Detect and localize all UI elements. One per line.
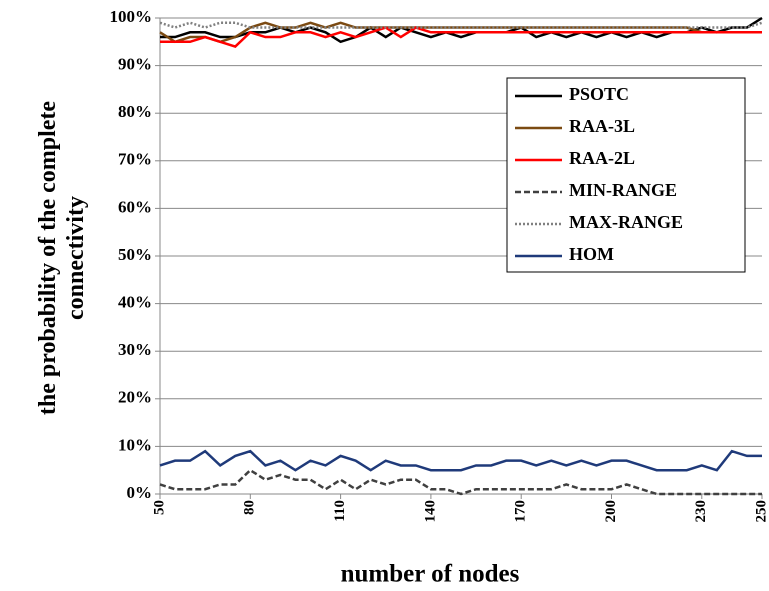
- y-tick-label: 40%: [118, 293, 152, 312]
- y-tick-label: 70%: [118, 150, 152, 169]
- legend-label: RAA-2L: [569, 148, 635, 168]
- x-tick-label: 230: [693, 500, 709, 523]
- y-tick-label: 30%: [118, 340, 152, 359]
- legend-label: RAA-3L: [569, 116, 635, 136]
- legend-box: [506, 77, 746, 273]
- y-tick-label: 60%: [118, 197, 152, 216]
- legend-label: MIN-RANGE: [569, 180, 677, 200]
- legend: PSOTC RAA-3L RAA-2L MIN-RANGE MAX-RANGE HOM: [506, 77, 746, 273]
- series-line: [159, 449, 762, 472]
- y-tick-label: 20%: [118, 388, 152, 407]
- y-tick-label: 90%: [118, 55, 152, 74]
- x-tick-label: 200: [603, 500, 619, 523]
- x-tick-label: 80: [242, 500, 258, 515]
- y-tick-label: 100%: [110, 7, 153, 26]
- legend-label: PSOTC: [569, 84, 629, 104]
- x-tick-label: 140: [422, 500, 438, 523]
- x-axis-label: number of nodes: [341, 561, 520, 588]
- x-tick-label: 50: [151, 500, 167, 515]
- x-tick-label: 250: [753, 500, 769, 523]
- y-tick-label: 80%: [118, 102, 152, 121]
- y-tick-label: 10%: [118, 435, 152, 454]
- series-line: [160, 16, 763, 44]
- y-tick-label: 50%: [118, 245, 152, 264]
- y-tick-label: 0%: [127, 483, 153, 502]
- legend-label: MAX-RANGE: [569, 212, 683, 232]
- series-line: [160, 26, 762, 48]
- series-line: [159, 21, 763, 29]
- legend-label: HOM: [569, 244, 614, 264]
- x-tick-label: 110: [332, 500, 348, 522]
- x-tick-label: 170: [513, 500, 529, 523]
- series-line: [159, 468, 762, 496]
